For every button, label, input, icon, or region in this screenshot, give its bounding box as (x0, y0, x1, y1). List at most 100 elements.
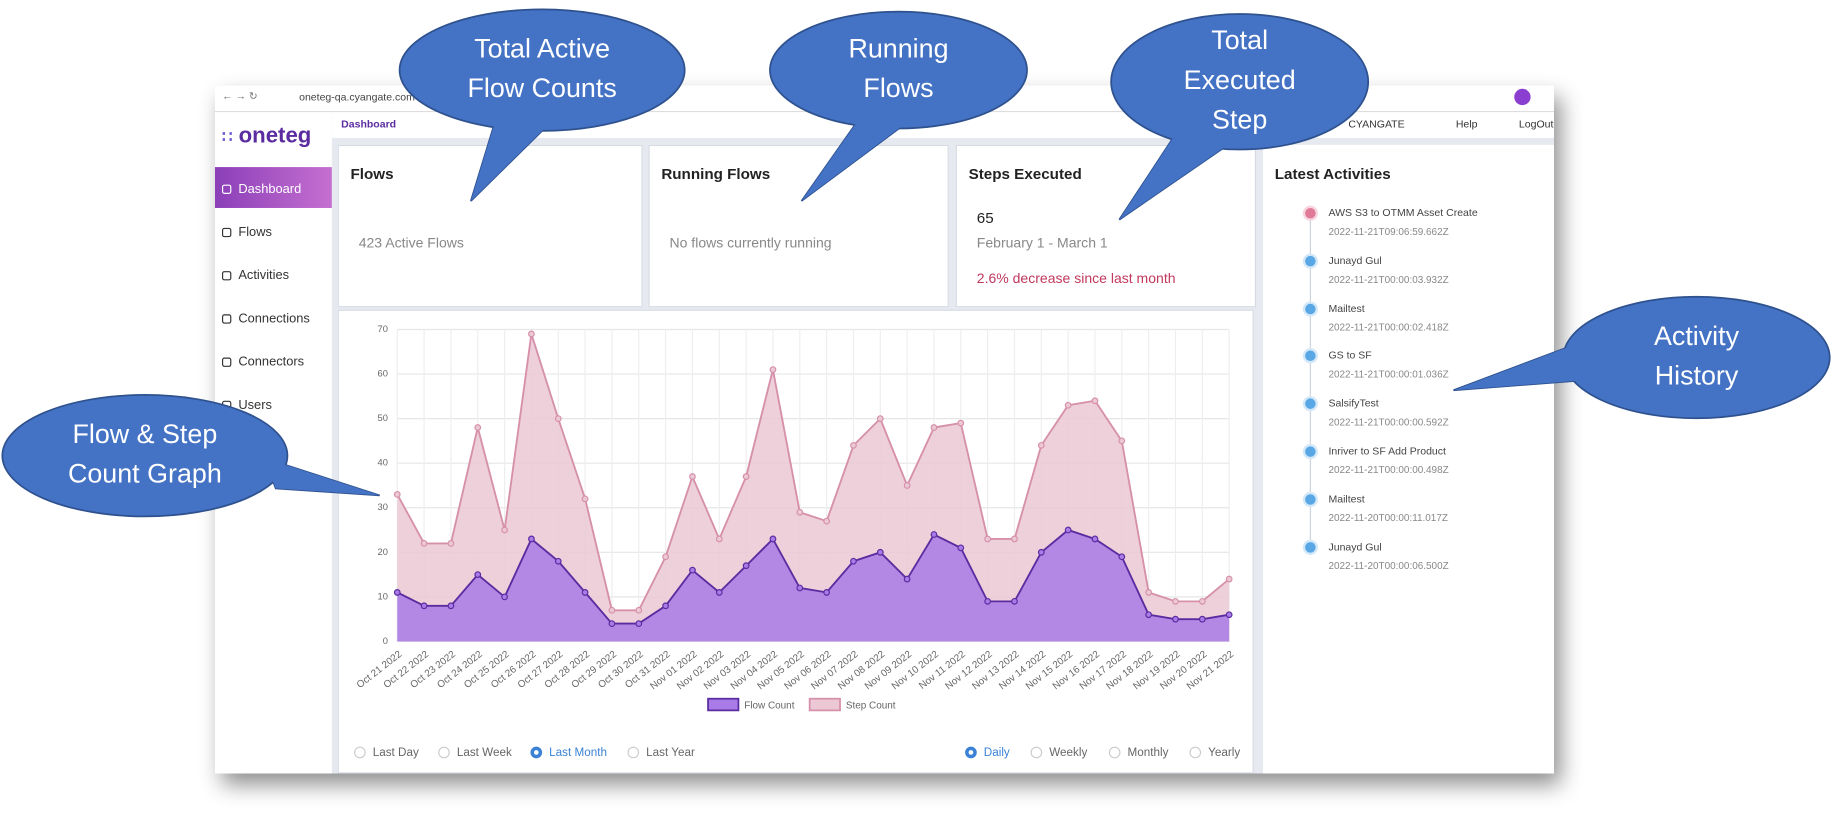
callout-text: Activity (1654, 321, 1740, 351)
data-point (715, 589, 723, 596)
activity-name[interactable]: Junayd Gul (1328, 540, 1382, 553)
y-tick-label: 30 (378, 502, 388, 512)
callout-text: History (1655, 360, 1739, 390)
radio-button[interactable] (1030, 746, 1043, 759)
menu-icon (221, 227, 232, 238)
callout-text: Count Graph (68, 459, 222, 489)
radio-label[interactable]: Last Week (456, 746, 512, 760)
radio-label[interactable]: Last Day (372, 746, 419, 760)
radio-button[interactable] (530, 746, 543, 759)
org-menu[interactable]: CYANGATE (1348, 118, 1405, 130)
data-point (1037, 548, 1045, 556)
data-point (554, 557, 562, 565)
menu-item[interactable]: Dashboard (238, 182, 302, 197)
callout-text: Flow & Step (72, 419, 217, 449)
radio-label[interactable]: Weekly (1049, 746, 1088, 760)
radio-button[interactable] (627, 746, 640, 759)
menu-item[interactable]: Flows (238, 225, 272, 240)
radio-label[interactable]: Yearly (1208, 746, 1241, 760)
radio-label[interactable]: Last Year (646, 746, 695, 760)
y-tick-label: 60 (378, 369, 388, 379)
data-point (635, 606, 643, 614)
menu-item[interactable]: Activities (238, 268, 290, 283)
data-point (528, 535, 535, 543)
data-point (984, 535, 992, 543)
radio-button[interactable] (965, 746, 977, 759)
data-point (420, 602, 428, 610)
timeline-dot (1305, 350, 1316, 362)
y-tick-label: 20 (378, 547, 388, 557)
callout-bubble (398, 8, 686, 132)
callout-text: Total (1211, 25, 1268, 55)
radio-button[interactable] (438, 746, 450, 759)
area-line (396, 333, 1230, 612)
activity-name[interactable]: Mailtest (1328, 302, 1365, 314)
data-point (1037, 441, 1045, 449)
callout-bubble (769, 10, 1028, 130)
timeline-dot (1305, 446, 1316, 457)
card-period: February 1 - March 1 (976, 234, 1108, 252)
data-point (930, 531, 938, 538)
activity-time: 2022-11-21T00:00:00.592Z (1328, 416, 1449, 428)
activity-time: 2022-11-20T00:00:11.017Z (1328, 511, 1448, 524)
data-point (1118, 553, 1126, 561)
menu-item[interactable]: Connections (238, 311, 310, 326)
legend-swatch (808, 697, 841, 712)
menu-icon (221, 357, 232, 367)
data-point (742, 562, 750, 570)
activity-name[interactable]: AWS S3 to OTMM Asset Create (1328, 206, 1478, 219)
stat-card: Steps Executed 65 February 1 - March 1 2.6%… (955, 144, 1257, 308)
data-point (769, 366, 777, 373)
radio-label[interactable]: Daily (983, 746, 1010, 760)
data-point (420, 540, 428, 547)
data-point (474, 424, 482, 431)
activity-name[interactable]: GS to SF (1328, 349, 1372, 362)
data-point (876, 415, 884, 423)
timeline-dot (1305, 493, 1316, 505)
data-point (796, 584, 804, 592)
menu-item[interactable]: Connectors (238, 355, 305, 370)
activity-name[interactable]: Inriver to SF Add Product (1328, 445, 1446, 457)
data-point (769, 535, 777, 543)
radio-button[interactable] (1108, 746, 1121, 759)
data-point (447, 602, 455, 610)
activity-name[interactable]: Junayd Gul (1328, 254, 1382, 267)
activity-time: 2022-11-21T00:00:02.418Z (1328, 320, 1449, 333)
data-point (393, 589, 401, 596)
data-point (608, 606, 616, 614)
data-point (635, 620, 643, 628)
radio-button[interactable] (1189, 746, 1202, 759)
data-point (796, 508, 804, 516)
nav-icons: ← → ↻ (221, 89, 258, 102)
activity-name[interactable]: SalsifyTest (1328, 397, 1379, 410)
data-point (393, 490, 401, 498)
data-point (930, 424, 938, 431)
logo-text: oneteg (238, 123, 312, 149)
data-point (1172, 597, 1179, 605)
menu-item[interactable]: Users (238, 398, 272, 413)
radio-label[interactable]: Monthly (1127, 746, 1169, 760)
card-title: Running Flows (661, 164, 771, 183)
timeline-line (1309, 213, 1311, 548)
radio-button[interactable] (354, 746, 366, 759)
data-point (742, 473, 750, 480)
callout-tail-cover (1453, 345, 1576, 391)
logo-icon: ∷ (221, 127, 233, 147)
logout-link[interactable]: LogOut (1518, 118, 1554, 130)
data-point (689, 473, 696, 480)
breadcrumb[interactable]: Dashboard (341, 118, 397, 130)
data-point (1225, 611, 1233, 619)
data-point (823, 589, 831, 596)
data-point (850, 557, 857, 565)
legend-swatch (707, 697, 740, 712)
data-point (581, 495, 589, 503)
data-point (1091, 397, 1099, 405)
help-link[interactable]: Help (1455, 118, 1478, 130)
activity-name[interactable]: Mailtest (1328, 492, 1365, 505)
profile-icon (1514, 88, 1531, 106)
card-text: No flows currently running (669, 234, 832, 252)
radio-label[interactable]: Last Month (549, 746, 607, 760)
data-point (662, 602, 669, 610)
